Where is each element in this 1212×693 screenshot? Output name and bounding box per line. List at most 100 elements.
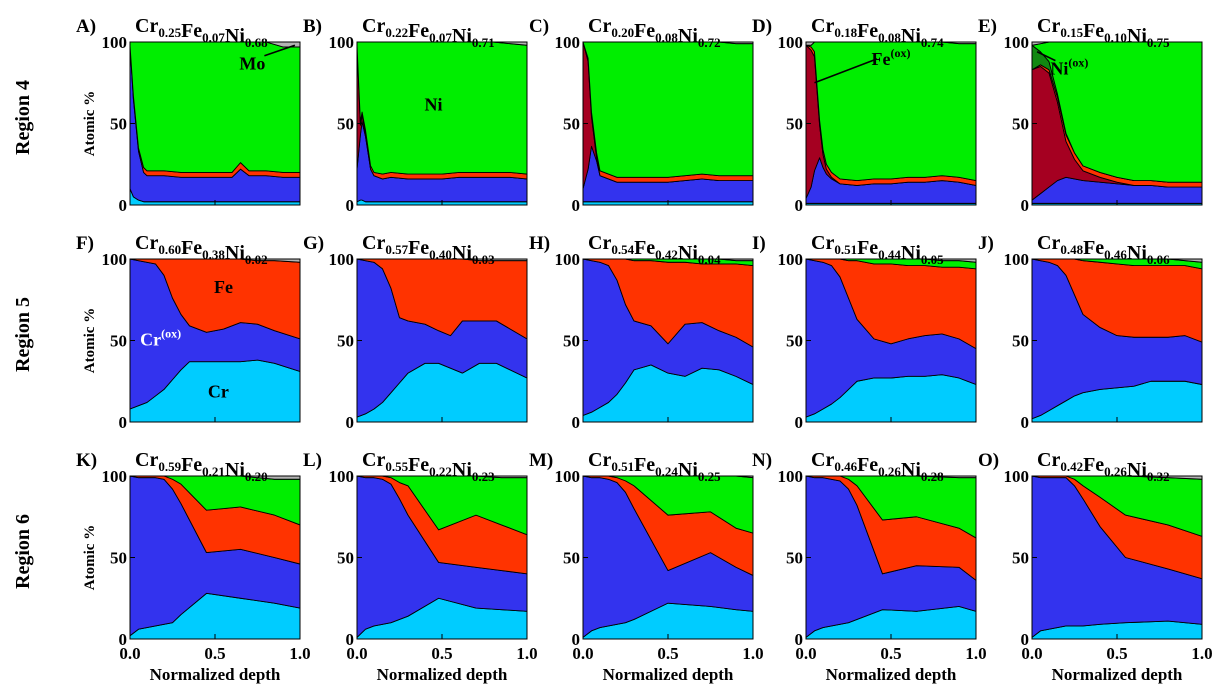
- y-tick-label: 0: [346, 196, 355, 215]
- area-ni: [806, 476, 976, 539]
- composition-title: Cr0.60Fe0.38Ni0.02: [135, 232, 268, 267]
- areas: [357, 259, 527, 422]
- areas: [130, 42, 300, 205]
- area-fe: [1032, 476, 1202, 580]
- y-tick-label: 0: [119, 413, 128, 432]
- areas: [583, 476, 753, 639]
- area-ni: [1032, 259, 1202, 270]
- panel-label: H): [529, 233, 550, 254]
- annotation-pointer: [1036, 51, 1056, 62]
- y-tick-label: 50: [563, 549, 580, 568]
- y-tick-label: 0: [346, 413, 355, 432]
- area-mo: [1032, 476, 1202, 480]
- panel-a: 0 50 100 Atomic % A) Cr0.25Fe0.07Ni0.68 Mo: [76, 15, 301, 215]
- y-tick-label: 0: [572, 413, 581, 432]
- y-tick-label: 50: [110, 332, 127, 351]
- annotation-cr-ox-label: Cr(ox): [140, 326, 181, 349]
- panel-m: 0 50 100 0.0 0.5 1.0 Normalized depth M) Cr0.51F…: [529, 449, 764, 684]
- panel-j: 0 50 100 J) Cr0.48Fe0.46Ni0.06: [978, 232, 1203, 432]
- panel-label: I): [752, 233, 766, 254]
- y-tick-label: 100: [555, 250, 581, 269]
- area-fe: [357, 259, 527, 340]
- panel-e: 0 50 100 E) Cr0.15Fe0.10Ni0.75 Ni(ox): [978, 15, 1203, 215]
- panel-label: O): [978, 450, 999, 471]
- annotation-ni-label: Ni: [425, 94, 443, 114]
- area-ni: [357, 476, 527, 536]
- area-fe: [583, 259, 753, 348]
- y-tick-label: 50: [786, 115, 803, 134]
- annotation-ni-ox-label: Ni(ox): [1050, 56, 1088, 79]
- composition-title: Cr0.22Fe0.07Ni0.71: [362, 15, 495, 50]
- x-tick-label: 1.0: [289, 644, 310, 663]
- x-tick-label: 0.5: [880, 644, 901, 663]
- x-axis-label: Normalized depth: [150, 665, 281, 684]
- y-tick-label: 100: [102, 33, 128, 52]
- y-tick-label: 0: [572, 630, 581, 649]
- x-tick-label: 0.0: [346, 644, 367, 663]
- panel-c: 0 50 100 C) Cr0.20Fe0.08Ni0.72: [529, 15, 754, 215]
- area-fe: [130, 259, 300, 340]
- y-axis-label: Atomic %: [82, 91, 98, 156]
- areas: [583, 42, 753, 205]
- area-mo: [806, 259, 976, 263]
- panel-f: 0 50 100 Atomic % F) Cr0.60Fe0.38Ni0.02 Fe Cr(o…: [76, 232, 301, 432]
- x-axis-label: Normalized depth: [826, 665, 957, 684]
- y-tick-label: 50: [110, 549, 127, 568]
- panel-label: F): [76, 233, 94, 254]
- y-tick-label: 100: [1004, 467, 1030, 486]
- y-tick-label: 0: [1021, 630, 1030, 649]
- y-tick-label: 50: [1012, 549, 1029, 568]
- y-tick-label: 50: [786, 549, 803, 568]
- panel-label: E): [978, 16, 997, 37]
- areas: [130, 476, 300, 639]
- composition-title: Cr0.51Fe0.24Ni0.25: [588, 449, 721, 484]
- panel-label: B): [303, 16, 322, 37]
- x-tick-label: 0.5: [1106, 644, 1127, 663]
- y-tick-label: 0: [572, 196, 581, 215]
- area-ni: [806, 259, 976, 270]
- y-axis-label: Atomic %: [82, 525, 98, 590]
- panel-b: 0 50 100 B) Cr0.22Fe0.07Ni0.71 Ni: [303, 15, 528, 215]
- x-tick-label: 0.0: [1021, 644, 1042, 663]
- annotation-mo-label: Mo: [239, 54, 265, 74]
- composition-title: Cr0.57Fe0.40Ni0.03: [362, 232, 495, 267]
- x-tick-label: 1.0: [965, 644, 986, 663]
- x-tick-label: 1.0: [1191, 644, 1212, 663]
- panel-k: 0 50 100 0.0 0.5 1.0 Normalized depth Atomic % K…: [76, 449, 311, 684]
- area-ni: [1032, 476, 1202, 537]
- areas: [583, 259, 753, 422]
- annotation-fe-ox-label: Fe(ox): [872, 46, 911, 69]
- panel-o: 0 50 100 0.0 0.5 1.0 Normalized depth O) Cr0.42F…: [978, 449, 1212, 684]
- panel-n: 0 50 100 0.0 0.5 1.0 Normalized depth N) Cr0.46F…: [752, 449, 987, 684]
- areas: [1032, 259, 1202, 422]
- composition-title: Cr0.18Fe0.08Ni0.74: [811, 15, 944, 50]
- areas: [357, 42, 527, 205]
- y-tick-label: 100: [329, 33, 355, 52]
- x-tick-label: 1.0: [742, 644, 763, 663]
- x-tick-label: 0.0: [572, 644, 593, 663]
- y-tick-label: 100: [778, 33, 804, 52]
- y-axis-label: Atomic %: [82, 308, 98, 373]
- panel-label: D): [752, 16, 772, 37]
- area-mo: [130, 259, 300, 263]
- panel-g: 0 50 100 G) Cr0.57Fe0.40Ni0.03: [303, 232, 528, 432]
- y-tick-label: 50: [786, 332, 803, 351]
- y-tick-label: 100: [778, 467, 804, 486]
- x-tick-label: 0.0: [119, 644, 140, 663]
- areas: [806, 476, 976, 639]
- y-tick-label: 50: [337, 115, 354, 134]
- panel-label: C): [529, 16, 549, 37]
- panel-label: G): [303, 233, 324, 254]
- area-ni: [130, 42, 300, 173]
- panel-label: L): [303, 450, 322, 471]
- y-tick-label: 50: [563, 115, 580, 134]
- y-tick-label: 50: [1012, 115, 1029, 134]
- annotation-pointer: [814, 58, 878, 84]
- areas: [1032, 476, 1202, 639]
- y-tick-label: 100: [329, 250, 355, 269]
- areas: [357, 476, 527, 639]
- y-tick-label: 50: [563, 332, 580, 351]
- panel-label: A): [76, 16, 96, 37]
